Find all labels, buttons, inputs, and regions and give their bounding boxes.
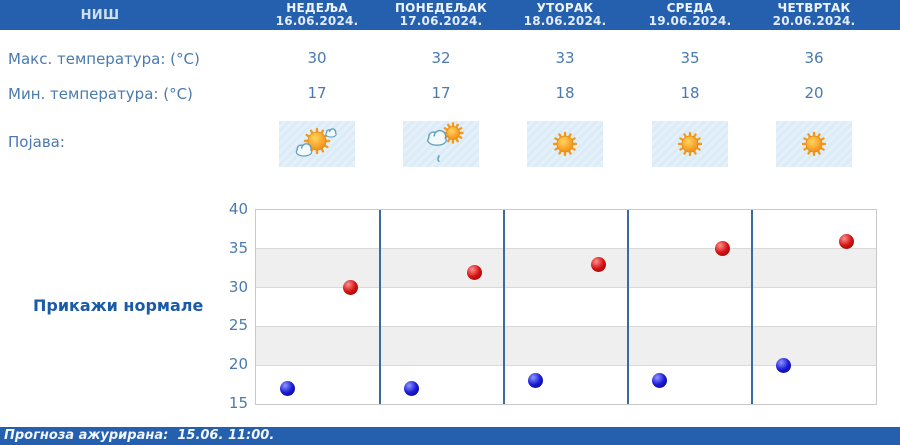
weather-icon-cell (776, 121, 852, 167)
day-date: 20.06.2024. (772, 14, 856, 28)
footer-bar: Прогноза ажурирана: 15.06. 11:00. (0, 427, 900, 445)
min-temp-value: 18 (555, 84, 575, 102)
chart-day-separator (379, 210, 381, 404)
forecast-updated-text: Прогноза ажурирана: 15.06. 11:00. (4, 428, 275, 443)
chart-y-tick-label: 20 (228, 355, 248, 374)
max-temp-value: 30 (307, 49, 327, 67)
min-temp-point (651, 373, 667, 389)
max-temp-value: 35 (680, 49, 700, 67)
chart-day-separator (503, 210, 505, 404)
max-temp-point (714, 241, 730, 257)
min-temp-value: 17 (307, 84, 327, 102)
chart-gridline (256, 287, 876, 289)
max-temp-value: 36 (804, 49, 824, 67)
day-date: 19.06.2024. (648, 14, 732, 28)
day-name: ПОНЕДЕЉАК (394, 1, 488, 15)
phenomenon-label: Појава: (8, 133, 65, 151)
day-header-tuesday: УТОРАК 18.06.2024. (500, 2, 630, 28)
max-temp-value: 32 (431, 49, 451, 67)
cloud-rain-sun-icon (427, 122, 464, 162)
day-date: 17.06.2024. (399, 14, 483, 28)
day-name: УТОРАК (536, 1, 594, 15)
chart-gridline (256, 248, 876, 250)
sunny-icon (552, 131, 578, 157)
min-temp-value: 20 (804, 84, 824, 102)
max-temp-point (342, 280, 358, 296)
day-header-monday: ПОНЕДЕЉАК 17.06.2024. (376, 2, 506, 28)
day-name: ЧЕТВРТАК (777, 1, 851, 15)
chart-day-separator (627, 210, 629, 404)
temperature-chart (255, 209, 877, 405)
chart-day-separator (751, 210, 753, 404)
max-temp-point (590, 256, 606, 272)
weather-icon-cell (403, 121, 479, 167)
min-temp-value: 18 (680, 84, 700, 102)
chart-gridline (256, 364, 876, 366)
day-header-thursday: ЧЕТВРТАК 20.06.2024. (749, 2, 879, 28)
chart-y-tick-label: 35 (228, 238, 248, 257)
chart-y-tick-label: 30 (228, 277, 248, 296)
chart-y-tick-label: 40 (228, 200, 248, 218)
chart-gray-band (256, 326, 876, 366)
day-date: 18.06.2024. (523, 14, 607, 28)
chart-gridline (256, 325, 876, 327)
sunny-icon (677, 131, 703, 157)
weather-icon-cell (527, 121, 603, 167)
day-date: 16.06.2024. (275, 14, 359, 28)
chart-y-tick-label: 15 (228, 394, 248, 412)
weather-icon-cell (652, 121, 728, 167)
min-temp-point (527, 373, 543, 389)
max-temp-label: Макс. температура: (°C) (8, 50, 200, 68)
weather-icon-cell (279, 121, 355, 167)
min-temp-value: 17 (431, 84, 451, 102)
header-bar: НИШ НЕДЕЉА 16.06.2024. ПОНЕДЕЉАК 17.06.2… (0, 0, 900, 30)
min-temp-point (403, 380, 419, 396)
max-temp-value: 33 (555, 49, 575, 67)
max-temp-point (466, 264, 482, 280)
min-temp-point (775, 357, 791, 373)
sun-behind-clouds-icon (295, 127, 337, 157)
city-name: НИШ (80, 8, 120, 23)
day-name: НЕДЕЉА (286, 1, 348, 15)
day-name: СРЕДА (666, 1, 714, 15)
day-header-wednesday: СРЕДА 19.06.2024. (625, 2, 755, 28)
day-header-sunday: НЕДЕЉА 16.06.2024. (252, 2, 382, 28)
chart-gray-band (256, 248, 876, 288)
min-temp-label: Мин. температура: (°C) (8, 85, 193, 103)
sunny-icon (801, 131, 827, 157)
min-temp-point (279, 380, 295, 396)
max-temp-point (838, 233, 854, 249)
show-normals-button[interactable]: Прикажи нормале (33, 296, 204, 315)
chart-y-tick-label: 25 (228, 316, 248, 335)
